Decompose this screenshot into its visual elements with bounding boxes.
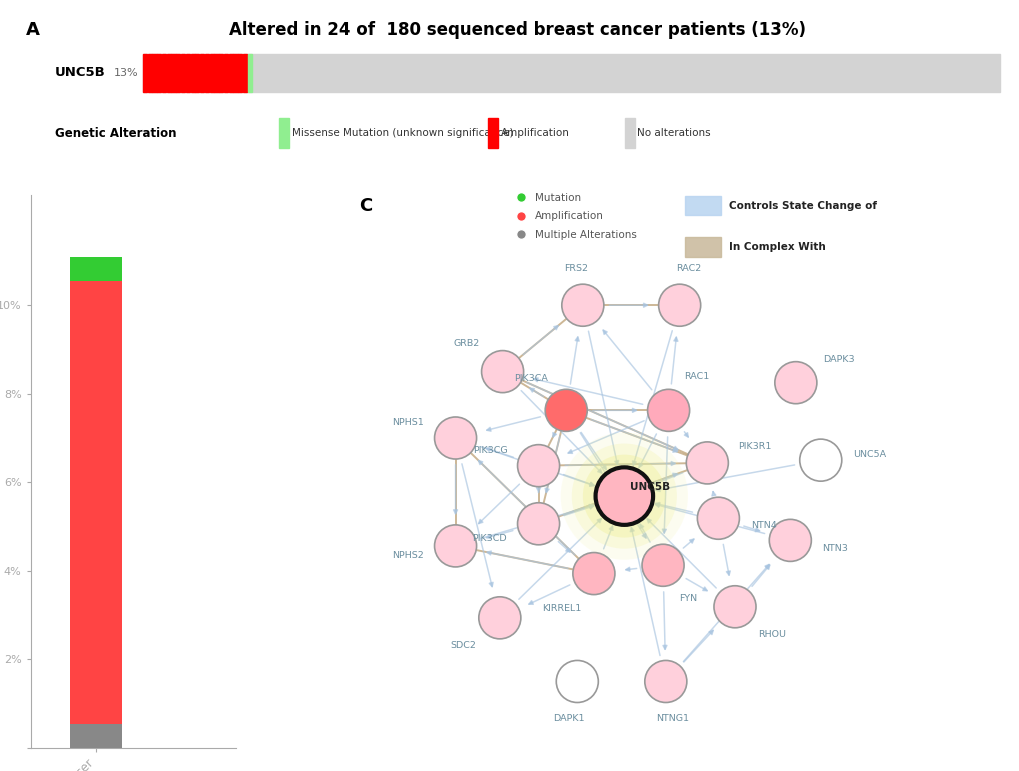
Circle shape xyxy=(573,553,614,594)
Circle shape xyxy=(713,586,755,628)
Bar xyxy=(70,281,121,723)
Bar xyxy=(70,257,121,281)
Text: Altered in 24 of  180 sequenced breast cancer patients (13%): Altered in 24 of 180 sequenced breast ca… xyxy=(229,21,805,39)
FancyBboxPatch shape xyxy=(685,196,720,215)
Text: In Complex With: In Complex With xyxy=(729,242,825,252)
Text: PIK3CA: PIK3CA xyxy=(514,374,547,383)
Circle shape xyxy=(572,443,677,549)
Text: Missense Mutation (unknown significance): Missense Mutation (unknown significance) xyxy=(291,128,513,138)
Text: NTN4: NTN4 xyxy=(750,521,775,530)
Text: UNC5B: UNC5B xyxy=(55,66,106,79)
Circle shape xyxy=(481,351,523,392)
FancyBboxPatch shape xyxy=(685,237,720,257)
Circle shape xyxy=(658,284,700,326)
Bar xyxy=(214,54,218,92)
Circle shape xyxy=(555,661,598,702)
Bar xyxy=(185,54,190,92)
Bar xyxy=(180,54,185,92)
Bar xyxy=(70,723,121,748)
Circle shape xyxy=(641,544,684,586)
Text: PIK3CD: PIK3CD xyxy=(472,534,506,543)
Text: C: C xyxy=(359,197,372,215)
Circle shape xyxy=(595,467,652,525)
Bar xyxy=(157,54,161,92)
Text: RHOU: RHOU xyxy=(758,630,786,639)
Circle shape xyxy=(582,455,665,537)
Circle shape xyxy=(561,284,603,326)
Bar xyxy=(148,54,152,92)
Text: RAC2: RAC2 xyxy=(676,264,701,274)
Text: DAPK1: DAPK1 xyxy=(553,714,584,722)
Bar xyxy=(205,54,209,92)
Circle shape xyxy=(434,525,476,567)
Bar xyxy=(191,54,195,92)
Text: DAPK3: DAPK3 xyxy=(822,355,854,365)
Text: NPHS2: NPHS2 xyxy=(391,550,423,560)
Bar xyxy=(166,54,171,92)
Text: No alterations: No alterations xyxy=(637,128,710,138)
Bar xyxy=(237,54,243,92)
Circle shape xyxy=(697,497,739,539)
Circle shape xyxy=(434,417,476,459)
Text: UNC5A: UNC5A xyxy=(853,449,886,459)
Text: NTN3: NTN3 xyxy=(821,544,848,554)
Text: RAC1: RAC1 xyxy=(683,372,708,381)
Bar xyxy=(171,54,175,92)
Bar xyxy=(200,54,204,92)
Circle shape xyxy=(774,362,816,404)
Bar xyxy=(233,54,237,92)
Text: UNC5B: UNC5B xyxy=(630,483,669,493)
Text: PIK3R1: PIK3R1 xyxy=(738,442,770,450)
Text: NTNG1: NTNG1 xyxy=(656,714,689,723)
Circle shape xyxy=(545,389,587,431)
Bar xyxy=(152,54,157,92)
Bar xyxy=(223,54,228,92)
Legend: Mutation, Amplification, Multiple Alterations: Mutation, Amplification, Multiple Altera… xyxy=(505,189,641,244)
Text: Genetic Alteration: Genetic Alteration xyxy=(55,126,176,140)
Circle shape xyxy=(768,520,810,561)
Text: Amplification: Amplification xyxy=(500,128,570,138)
Bar xyxy=(162,54,166,92)
Circle shape xyxy=(560,433,687,560)
Bar xyxy=(279,119,288,148)
Bar xyxy=(228,54,232,92)
Text: 13%: 13% xyxy=(113,68,138,78)
Circle shape xyxy=(647,389,689,431)
Circle shape xyxy=(644,661,686,702)
Text: KIRREL1: KIRREL1 xyxy=(542,604,581,614)
Text: NPHS1: NPHS1 xyxy=(392,418,424,427)
Bar xyxy=(176,54,180,92)
Bar xyxy=(143,54,999,92)
Text: FRS2: FRS2 xyxy=(564,264,587,273)
Circle shape xyxy=(686,442,728,484)
Text: FYN: FYN xyxy=(679,594,697,603)
Circle shape xyxy=(799,439,841,481)
Bar xyxy=(248,54,252,92)
Circle shape xyxy=(478,597,521,639)
Text: GRB2: GRB2 xyxy=(452,339,479,348)
Text: A: A xyxy=(25,21,40,39)
Text: PIK3CG: PIK3CG xyxy=(472,446,506,455)
Text: Controls State Change of: Controls State Change of xyxy=(729,200,876,210)
Bar xyxy=(625,119,634,148)
Circle shape xyxy=(517,503,559,545)
Bar xyxy=(209,54,214,92)
Bar xyxy=(143,54,147,92)
Bar xyxy=(488,119,497,148)
Bar xyxy=(219,54,223,92)
Bar xyxy=(195,54,200,92)
Bar xyxy=(243,54,247,92)
Text: SDC2: SDC2 xyxy=(449,641,476,650)
Circle shape xyxy=(517,445,559,487)
